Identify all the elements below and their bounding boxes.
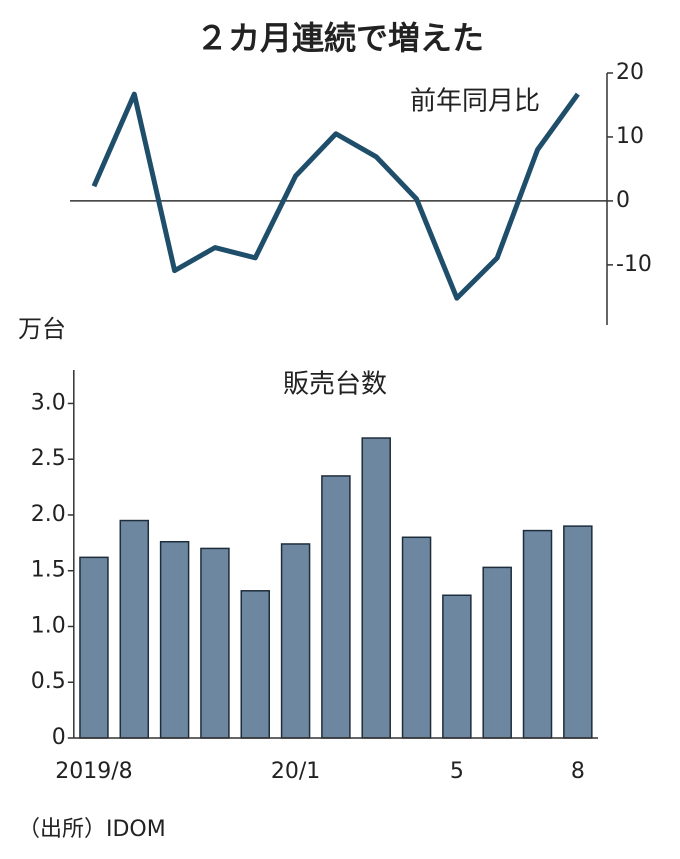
bar: [240, 590, 271, 739]
x-tick-label: 2019/8: [55, 759, 132, 784]
y-tick-label: 20: [616, 60, 644, 85]
x-tick-label: 8: [571, 759, 585, 784]
bar: [442, 594, 472, 739]
bar: [522, 529, 553, 739]
bar: [280, 543, 311, 739]
line-title: 前年同月比: [410, 87, 540, 117]
bar: [159, 540, 190, 739]
y-tick-label: 0: [52, 725, 66, 750]
y-tick-label: -10: [616, 252, 652, 277]
bar-title: 販売台数: [283, 370, 387, 400]
y-tick-label: 1.5: [31, 558, 66, 583]
y-axis-label: 万台: [18, 315, 66, 343]
y-tick-label: 0.5: [31, 669, 66, 694]
bar: [482, 566, 512, 739]
bar: [361, 437, 391, 739]
y-tick-label: 2.5: [31, 446, 66, 471]
bar: [321, 475, 351, 739]
bar: [401, 536, 432, 739]
y-tick-label: 0: [616, 188, 630, 213]
x-tick-label: 5: [450, 759, 464, 784]
bar: [563, 525, 593, 739]
y-tick-label: 10: [616, 124, 644, 149]
bar: [200, 547, 230, 739]
bar: [119, 519, 150, 739]
y-tick-label: 2.0: [31, 502, 66, 527]
source: （出所）IDOM: [18, 817, 166, 842]
x-tick-label: 20/1: [271, 759, 320, 784]
chart-title: ２カ月連続で増えた: [196, 19, 484, 57]
y-tick-label: 1.0: [31, 613, 66, 638]
bar: [79, 556, 109, 739]
line: [91, 91, 580, 301]
y-tick-label: 3.0: [31, 390, 66, 415]
